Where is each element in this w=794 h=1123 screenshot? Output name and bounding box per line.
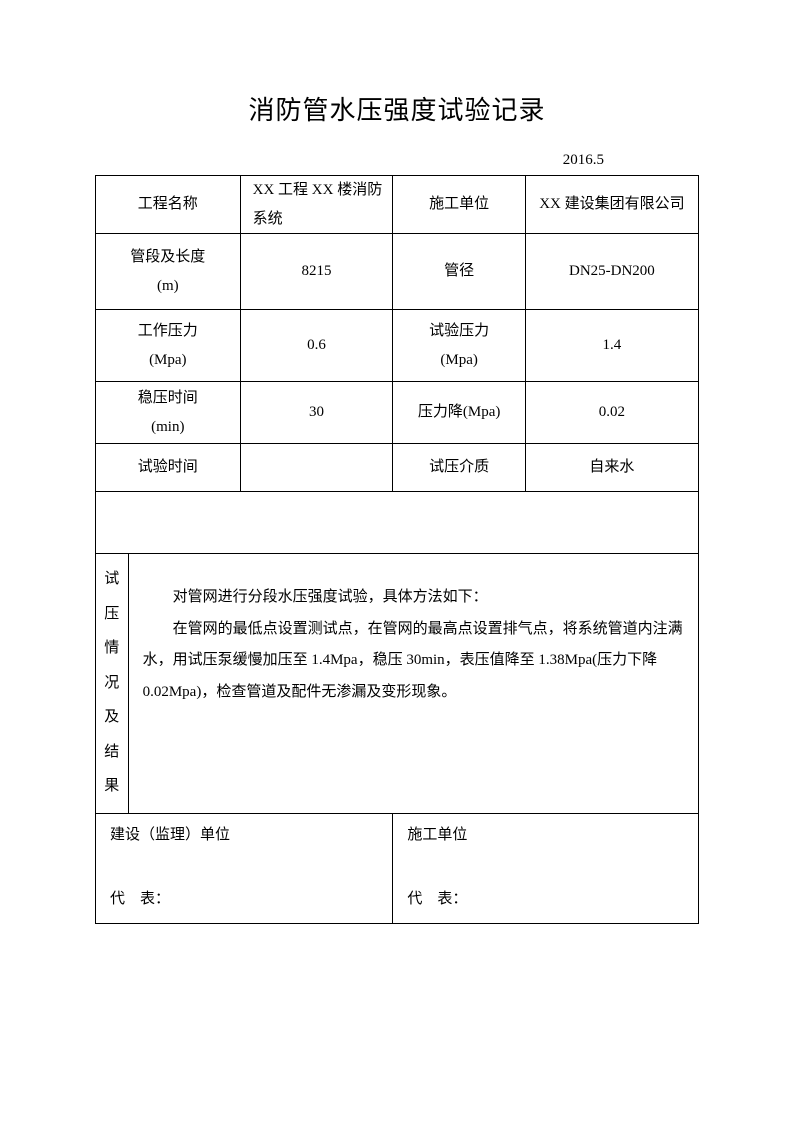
table-row: 工作压力 (Mpa) 0.6 试验压力 (Mpa) 1.4	[96, 310, 699, 382]
label-pipe-length-unit: (m)	[157, 278, 179, 294]
result-char-1: 试	[104, 564, 119, 596]
label-test-pressure: 试验压力 (Mpa)	[393, 310, 525, 382]
result-char-4: 况	[104, 668, 119, 700]
contractor-rep: 代 表：	[407, 886, 467, 913]
label-test-pressure-text: 试验压力	[429, 323, 489, 339]
value-pipe-diameter: DN25-DN200	[525, 234, 698, 310]
label-test-time: 试验时间	[96, 444, 241, 492]
value-work-pressure: 0.6	[240, 310, 393, 382]
table-row: 管段及长度 (m) 8215 管径 DN25-DN200	[96, 234, 699, 310]
table-row: 稳压时间 (min) 30 压力降(Mpa) 0.02	[96, 382, 699, 444]
label-work-pressure-unit: (Mpa)	[149, 352, 187, 368]
value-pipe-length: 8215	[240, 234, 393, 310]
supervisor-cell: 建设（监理）单位 代 表：	[96, 814, 393, 924]
result-vertical-label: 试 压 情 况 及 结 果	[96, 554, 129, 814]
label-stable-time-text: 稳压时间	[138, 390, 198, 406]
result-char-7: 果	[104, 771, 119, 803]
table-row: 建设（监理）单位 代 表： 施工单位 代 表：	[96, 814, 699, 924]
label-stable-time: 稳压时间 (min)	[96, 382, 241, 444]
contractor-sig-cell: 施工单位 代 表：	[393, 814, 699, 924]
date-label: 2016.5	[95, 152, 699, 169]
label-work-pressure: 工作压力 (Mpa)	[96, 310, 241, 382]
label-work-pressure-text: 工作压力	[138, 323, 198, 339]
empty-cell	[96, 492, 699, 554]
supervisor-rep: 代 表：	[110, 886, 170, 913]
table-row: 试验时间 试压介质 自来水	[96, 444, 699, 492]
label-test-pressure-unit: (Mpa)	[440, 352, 478, 368]
label-project-name: 工程名称	[96, 176, 241, 234]
page-title: 消防管水压强度试验记录	[95, 90, 699, 127]
value-contractor: XX 建设集团有限公司	[525, 176, 698, 234]
contractor-sig-label: 施工单位	[407, 827, 467, 843]
table-row: 试 压 情 况 及 结 果 对管网进行分段水压强度试验，具体方法如下： 在管网的…	[96, 554, 699, 814]
description-line-1: 对管网进行分段水压强度试验，具体方法如下：	[143, 582, 684, 614]
result-char-3: 情	[104, 633, 119, 665]
value-pressure-drop: 0.02	[525, 382, 698, 444]
result-char-2: 压	[104, 599, 119, 631]
label-pipe-length: 管段及长度 (m)	[96, 234, 241, 310]
result-description: 对管网进行分段水压强度试验，具体方法如下： 在管网的最低点设置测试点，在管网的最…	[128, 554, 698, 814]
table-row: 工程名称 XX 工程 XX 楼消防系统 施工单位 XX 建设集团有限公司	[96, 176, 699, 234]
value-stable-time: 30	[240, 382, 393, 444]
table-row	[96, 492, 699, 554]
label-contractor: 施工单位	[393, 176, 525, 234]
label-pipe-length-text: 管段及长度	[130, 249, 205, 265]
supervisor-label: 建设（监理）单位	[110, 827, 230, 843]
label-stable-time-unit: (min)	[151, 419, 184, 435]
description-line-2: 在管网的最低点设置测试点，在管网的最高点设置排气点，将系统管道内注满水，用试压泵…	[143, 614, 684, 709]
result-char-6: 结	[104, 737, 119, 769]
value-test-medium: 自来水	[525, 444, 698, 492]
label-test-medium: 试压介质	[393, 444, 525, 492]
result-char-5: 及	[104, 702, 119, 734]
record-table: 工程名称 XX 工程 XX 楼消防系统 施工单位 XX 建设集团有限公司 管段及…	[95, 175, 699, 924]
label-pressure-drop: 压力降(Mpa)	[393, 382, 525, 444]
value-test-time	[240, 444, 393, 492]
value-project-name: XX 工程 XX 楼消防系统	[240, 176, 393, 234]
label-pipe-diameter: 管径	[393, 234, 525, 310]
value-test-pressure: 1.4	[525, 310, 698, 382]
